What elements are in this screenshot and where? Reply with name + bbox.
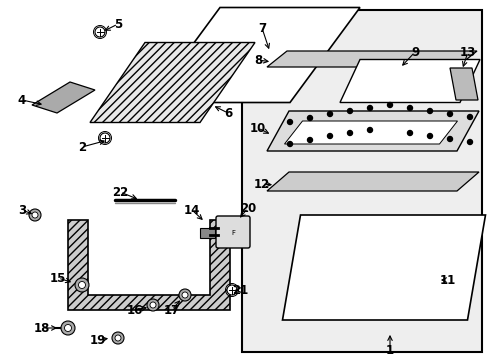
Text: 9: 9: [410, 45, 418, 59]
FancyBboxPatch shape: [216, 216, 249, 248]
Polygon shape: [282, 215, 485, 320]
Text: 8: 8: [253, 54, 262, 67]
Text: 19: 19: [90, 333, 106, 346]
Circle shape: [307, 116, 312, 121]
Circle shape: [407, 131, 412, 135]
Circle shape: [182, 292, 187, 298]
Text: 10: 10: [249, 122, 265, 135]
Bar: [242, 10, 481, 352]
Text: 4: 4: [18, 94, 26, 107]
Polygon shape: [90, 42, 254, 122]
Circle shape: [447, 112, 451, 117]
Circle shape: [100, 133, 110, 143]
Circle shape: [287, 141, 292, 147]
Text: 3: 3: [18, 203, 26, 216]
Circle shape: [226, 285, 237, 295]
Text: 17: 17: [163, 303, 180, 316]
Text: 2: 2: [78, 140, 86, 153]
Text: 16: 16: [126, 303, 143, 316]
Circle shape: [327, 134, 332, 139]
Text: 18: 18: [34, 321, 50, 334]
Polygon shape: [266, 172, 478, 191]
Polygon shape: [449, 68, 477, 100]
Circle shape: [150, 302, 156, 308]
Polygon shape: [266, 51, 476, 67]
Circle shape: [347, 131, 352, 135]
Circle shape: [327, 112, 332, 117]
Circle shape: [427, 108, 431, 113]
Circle shape: [29, 209, 41, 221]
Text: 15: 15: [50, 271, 66, 284]
Circle shape: [61, 321, 75, 335]
Circle shape: [386, 103, 392, 108]
Circle shape: [447, 136, 451, 141]
Circle shape: [147, 299, 159, 311]
Circle shape: [112, 332, 124, 344]
Text: 21: 21: [231, 284, 247, 297]
Polygon shape: [284, 121, 457, 144]
Polygon shape: [200, 228, 215, 238]
Polygon shape: [266, 111, 478, 151]
Circle shape: [115, 335, 121, 341]
Circle shape: [179, 289, 191, 301]
Text: 12: 12: [253, 177, 269, 190]
Text: 7: 7: [257, 22, 265, 35]
Text: 11: 11: [439, 274, 455, 287]
Text: 14: 14: [183, 203, 200, 216]
Polygon shape: [339, 59, 479, 103]
Circle shape: [347, 108, 352, 113]
Text: 6: 6: [224, 107, 232, 120]
Circle shape: [95, 27, 105, 37]
Text: 13: 13: [459, 45, 475, 59]
Text: F: F: [230, 230, 235, 236]
Circle shape: [467, 114, 471, 120]
Circle shape: [367, 105, 372, 111]
Polygon shape: [150, 8, 359, 103]
Circle shape: [307, 138, 312, 143]
Circle shape: [407, 105, 412, 111]
Text: 1: 1: [385, 343, 393, 356]
Text: 22: 22: [112, 185, 128, 198]
Circle shape: [32, 212, 38, 218]
Circle shape: [75, 278, 89, 292]
Circle shape: [367, 127, 372, 132]
Circle shape: [79, 282, 85, 288]
Circle shape: [287, 120, 292, 125]
Polygon shape: [32, 82, 95, 113]
Circle shape: [427, 134, 431, 139]
Circle shape: [467, 140, 471, 144]
Text: 5: 5: [114, 18, 122, 31]
Text: 20: 20: [240, 202, 256, 215]
Circle shape: [64, 324, 71, 332]
Polygon shape: [68, 220, 229, 310]
